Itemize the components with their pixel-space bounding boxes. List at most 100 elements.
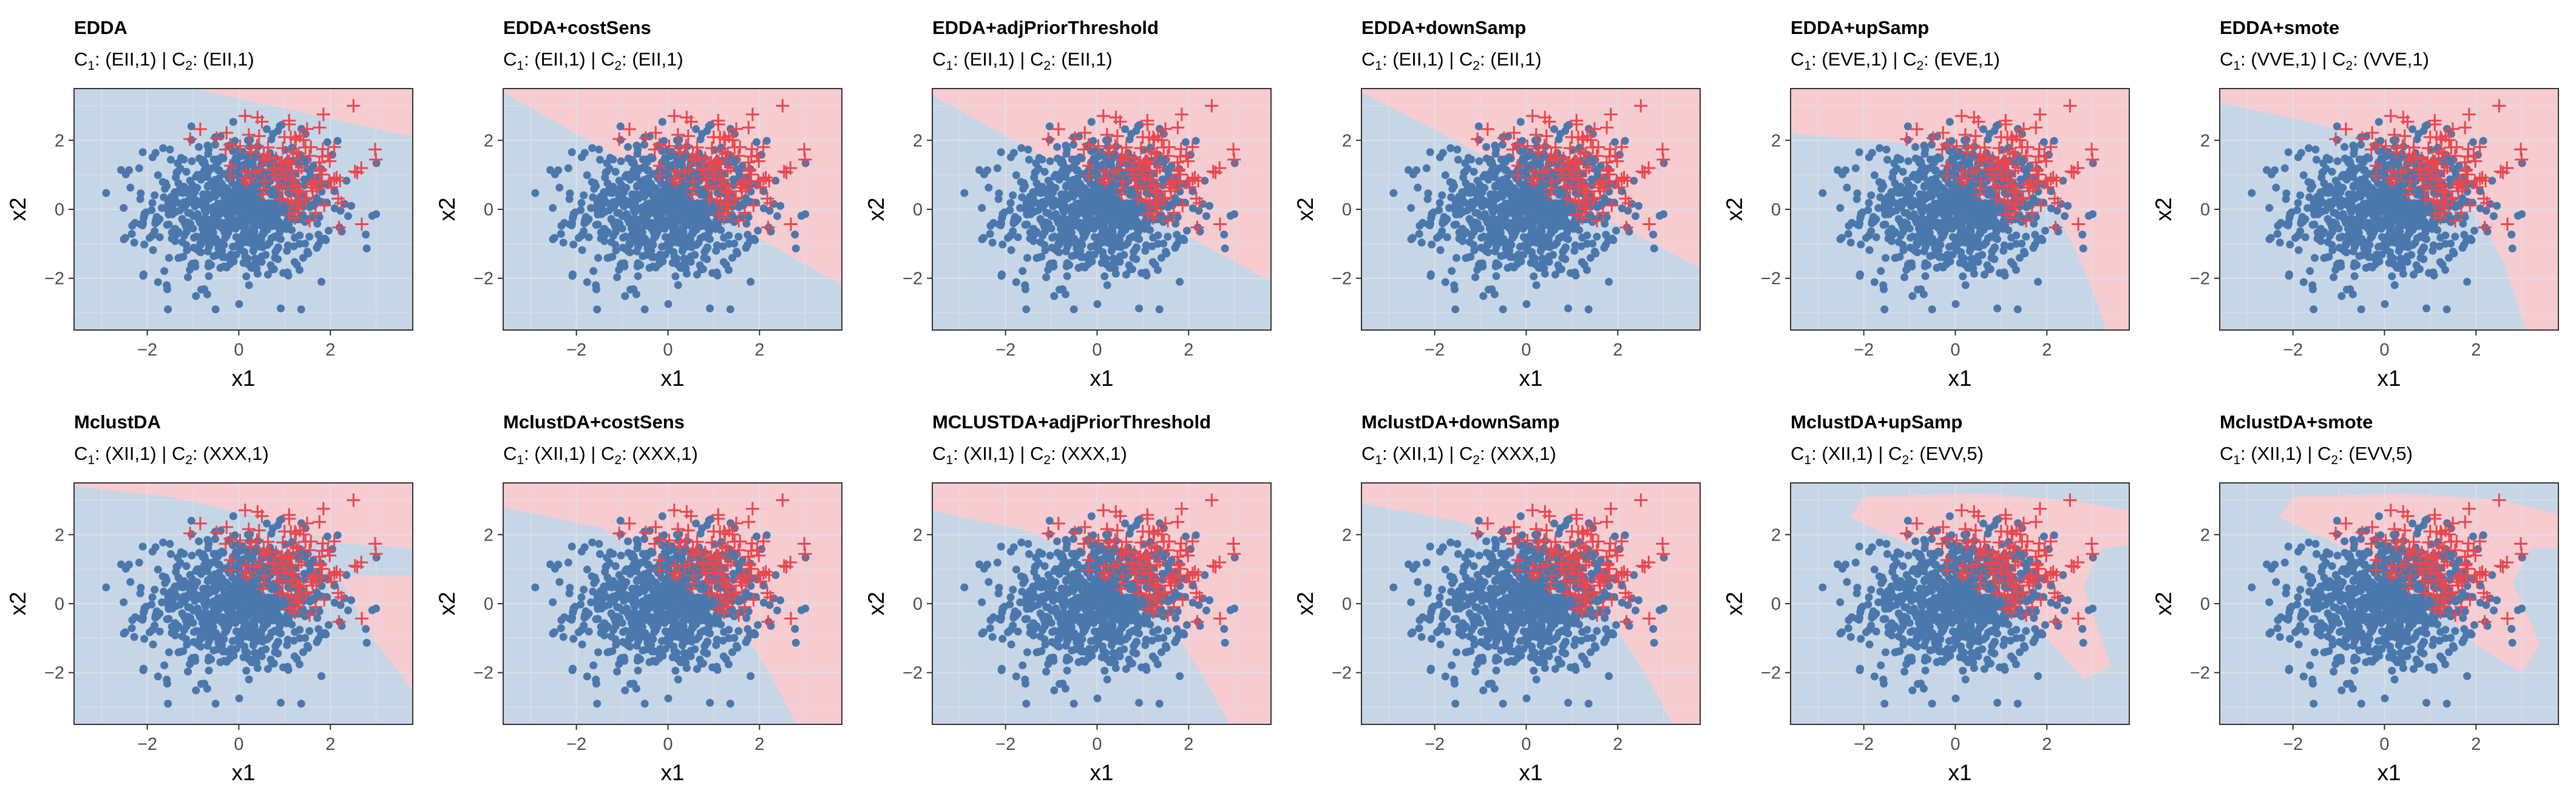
majority-point [1122,203,1131,212]
minority-point [671,128,685,142]
x-tick-label: 2 [1613,340,1622,360]
majority-point [588,144,597,152]
majority-point [1023,220,1031,229]
majority-point [1949,158,1957,167]
majority-point [211,305,220,314]
majority-point [120,204,128,212]
majority-point [1899,228,1907,236]
majority-point [1128,211,1136,219]
majority-point [613,273,622,282]
majority-point [1513,260,1522,268]
majority-point [283,246,291,255]
majority-point [1457,194,1466,203]
majority-point [341,200,349,208]
majority-point [159,144,168,152]
majority-point [148,153,157,161]
majority-point [1602,231,1610,239]
minority-point [2086,152,2100,166]
minority-point [731,149,745,163]
majority-point [711,224,720,233]
majority-point [191,260,198,269]
majority-point [1136,121,1144,129]
majority-point [1040,167,1049,176]
majority-point [773,212,781,220]
minority-point [242,128,256,142]
majority-point [1467,198,1476,206]
majority-point [1980,271,1988,279]
majority-point [1928,305,1936,314]
minority-point [316,107,330,121]
minority-point [1165,175,1179,189]
minority-point [1602,149,1616,163]
majority-point [136,195,144,203]
minority-point [717,130,731,144]
majority-point [1561,255,1570,263]
majority-point [650,253,659,261]
majority-point [698,186,707,194]
x-axis-label: x1 [1090,366,1113,391]
majority-point [744,241,751,249]
majority-point [1590,248,1599,256]
majority-point [998,214,1006,223]
majority-point [620,260,628,269]
majority-point [639,252,647,260]
subtitle-c2-sub: 2 [614,59,622,73]
majority-point [1044,190,1052,199]
majority-point [1051,198,1059,206]
panel-title: EDDA+costSens [503,17,651,38]
majority-point [305,232,314,241]
majority-point [1561,127,1570,135]
y-tick-label: 2 [484,131,493,150]
subtitle-c2-label: C [171,49,186,70]
minority-point [1954,109,1968,123]
majority-point [565,195,574,203]
minority-point [1656,152,1670,166]
majority-point [1578,234,1587,242]
majority-point [1482,143,1491,151]
majority-point [1512,226,1520,235]
subtitle-c1-sub: 1 [1375,59,1383,73]
minority-point [710,193,724,207]
majority-point [1926,203,1934,211]
minority-point [681,129,695,143]
majority-point [612,218,621,227]
minority-point [259,153,273,167]
majority-point [192,292,200,300]
minority-point [1615,172,1629,186]
majority-point [1191,137,1200,145]
majority-point [640,305,649,314]
minority-point [2021,140,2035,154]
y-tick-label: 0 [1771,200,1781,220]
majority-point [1490,290,1499,298]
majority-point [1911,143,1920,151]
majority-point [1036,215,1045,223]
majority-point [690,223,698,231]
majority-point [660,137,668,145]
minority-point [759,170,773,184]
minority-point [261,141,275,155]
panel-subtitle: C1: (EVE,1) | C2: (EVE,1) [1791,49,2000,73]
minority-point [279,171,293,185]
minority-point [2024,175,2038,189]
majority-point [700,221,708,230]
majority-point [274,127,282,135]
minority-point [1133,155,1147,169]
minority-region [193,89,413,137]
majority-point [677,202,686,211]
minority-point [1151,184,1165,198]
minority-point [1525,109,1539,123]
majority-point [1443,233,1451,241]
majority-point [254,186,262,195]
majority-point [669,226,678,234]
minority-point [2005,130,2019,144]
subtitle-c1-sub: 1 [946,59,954,73]
y-tick-label: 0 [1342,200,1352,220]
minority-point [1996,171,2010,185]
majority-point [1487,195,1496,203]
majority-point [1474,122,1483,130]
majority-point [571,208,580,217]
majority-point [1176,187,1184,196]
minority-point [721,186,735,200]
majority-point [1018,193,1026,201]
majority-point [1127,186,1136,194]
